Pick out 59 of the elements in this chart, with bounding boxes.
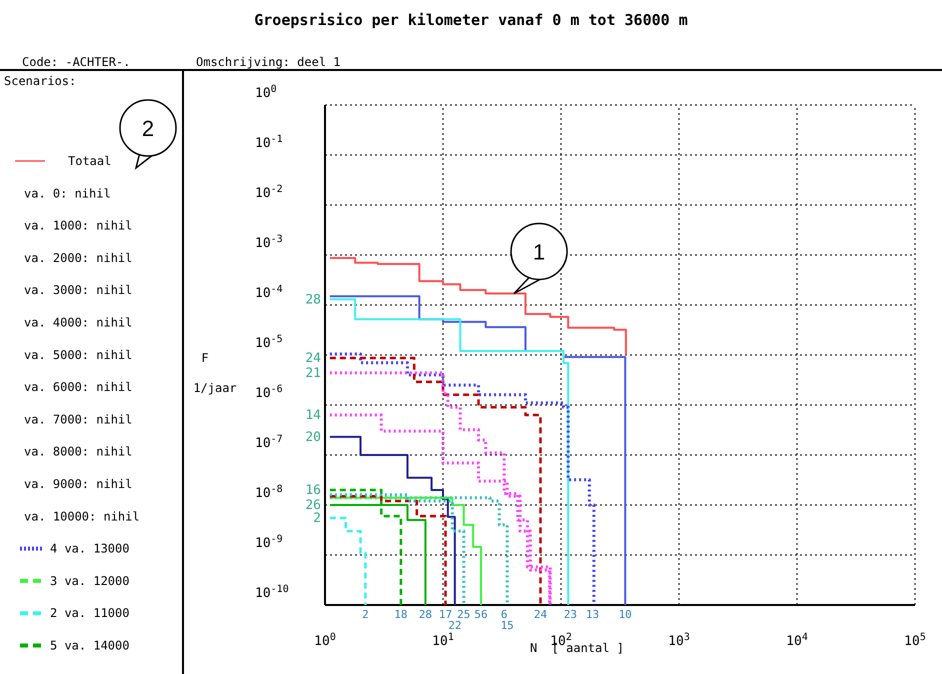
x-tick-label: 10$^{3}$ bbox=[668, 632, 690, 649]
y-tick-label: 10$^{-4}$ bbox=[255, 284, 283, 301]
annotation: 28 bbox=[305, 292, 321, 308]
text: va. 6000: nihil bbox=[24, 380, 132, 394]
text: va. 4000: nihil bbox=[24, 316, 132, 330]
annotation: 22 bbox=[448, 619, 462, 632]
text: va. 7000: nihil bbox=[24, 412, 132, 426]
text: va. 0: nihil bbox=[24, 186, 111, 200]
annotation: 15 bbox=[500, 619, 514, 632]
text: va. 2000: nihil bbox=[24, 250, 132, 265]
annotation: 24 bbox=[534, 608, 548, 621]
y-tick-label: 10$^{-8}$ bbox=[255, 484, 283, 501]
text: Code: -ACHTER-. bbox=[22, 55, 130, 69]
text: va. 1000: nihil bbox=[24, 218, 132, 233]
legend-label: 4 va. 13000 bbox=[50, 542, 130, 556]
y-tick-label: 10$^{-9}$ bbox=[255, 534, 283, 551]
chart-title: Groepsrisico per kilometer vanaf 0 m tot 36000 m bbox=[254, 11, 688, 29]
x-tick-label: 10$^{5}$ bbox=[904, 632, 926, 649]
legend-label: 2 va. 11000 bbox=[50, 606, 130, 620]
annotation: 21 bbox=[305, 366, 321, 381]
annotation: 13 bbox=[586, 608, 600, 621]
annotation: 1 bbox=[532, 239, 546, 264]
text: va. 5000: nihil bbox=[24, 348, 132, 362]
annotation: 6 bbox=[500, 608, 508, 621]
annotation: 28 bbox=[418, 608, 432, 621]
annotation: 26 bbox=[305, 498, 321, 513]
text: va. 10000: nihil bbox=[24, 509, 140, 524]
annotation: 2 bbox=[362, 608, 369, 621]
x-tick-label: 10$^{4}$ bbox=[786, 632, 808, 649]
text: Omschrijving: deel 1 bbox=[196, 55, 340, 69]
legend-label: 3 va. 12000 bbox=[50, 574, 130, 588]
annotation: 14 bbox=[305, 408, 322, 424]
annotation: 17 bbox=[438, 608, 452, 621]
legend-title: Scenarios: bbox=[4, 74, 76, 88]
x-tick-label: 10$^{1}$ bbox=[432, 632, 454, 649]
annotation: 18 bbox=[394, 608, 408, 621]
annotation: 2 bbox=[313, 510, 321, 526]
text: va. 9000: nihil bbox=[24, 477, 132, 491]
y-tick-label: 10$^{-3}$ bbox=[255, 234, 283, 251]
y-tick-label: 10$^{-5}$ bbox=[255, 334, 283, 351]
text: va. 3000: nihil bbox=[24, 283, 132, 298]
y-tick-label: 10$^{-1}$ bbox=[255, 134, 283, 151]
annotation: 16 bbox=[305, 482, 321, 498]
x-tick-label: 10$^{0}$ bbox=[314, 632, 336, 649]
annotation: 23 bbox=[564, 608, 577, 621]
annotation: 20 bbox=[305, 430, 321, 445]
text: va. 8000: nihil bbox=[24, 444, 132, 459]
annotation: 56 bbox=[474, 608, 488, 621]
legend-label: 5 va. 14000 bbox=[50, 638, 130, 652]
y-tick-label: 10$^{-10}$ bbox=[255, 584, 289, 601]
annotation: 25 bbox=[457, 608, 470, 621]
y-tick-label: 10$^{-2}$ bbox=[255, 184, 283, 201]
text: F 1/jaar bbox=[193, 351, 237, 395]
y-tick-label: 10$^{-6}$ bbox=[255, 384, 283, 401]
y-tick-label: 10$^{0}$ bbox=[255, 84, 277, 101]
legend-label: Totaal bbox=[68, 154, 112, 168]
annotation: 10 bbox=[618, 608, 632, 621]
y-tick-label: 10$^{-7}$ bbox=[255, 434, 283, 451]
annotation: 24 bbox=[305, 351, 322, 366]
